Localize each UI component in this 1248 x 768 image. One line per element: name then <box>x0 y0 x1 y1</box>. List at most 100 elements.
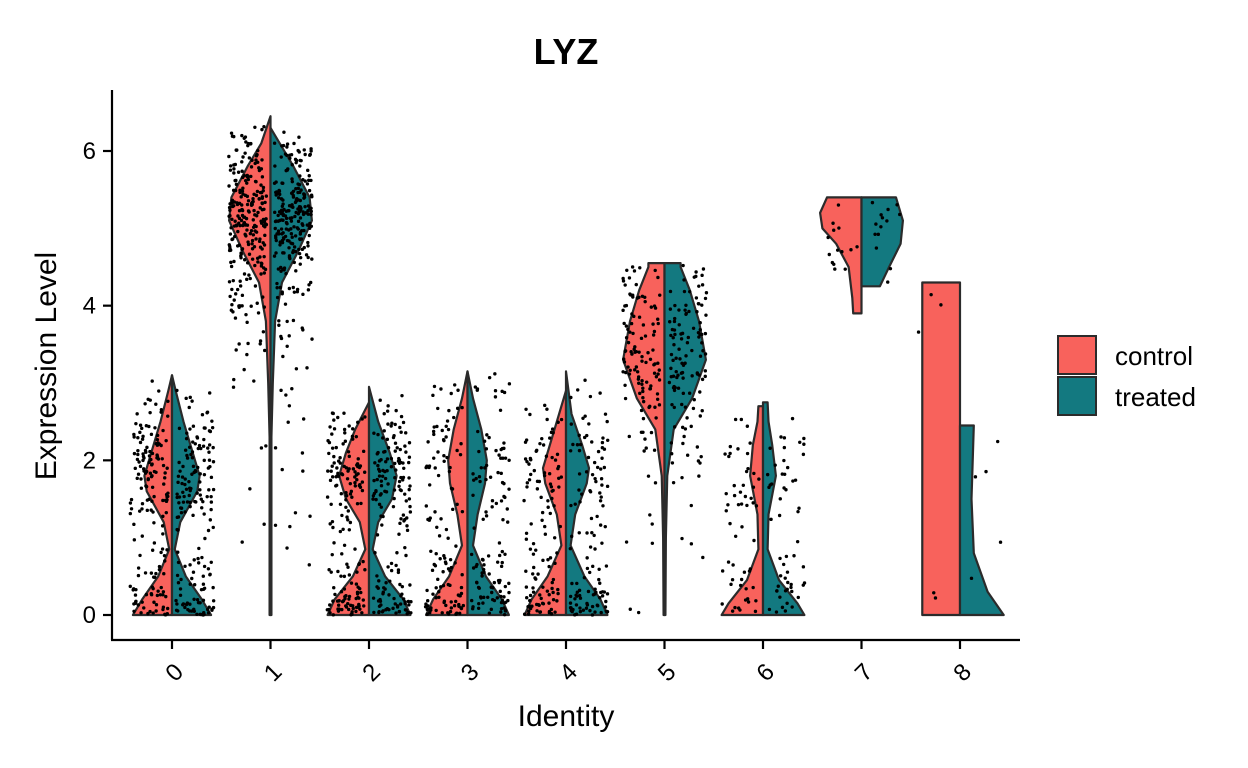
data-point <box>546 499 550 503</box>
data-point <box>545 417 549 422</box>
data-point <box>358 607 362 611</box>
data-point <box>685 340 690 345</box>
data-point <box>164 594 168 599</box>
data-point <box>557 476 561 480</box>
data-point <box>599 467 603 471</box>
data-point <box>383 476 388 481</box>
data-point <box>522 612 527 616</box>
data-point <box>540 518 544 523</box>
data-point <box>344 498 348 502</box>
data-point <box>432 384 437 389</box>
data-point <box>568 449 573 453</box>
data-point <box>588 608 592 613</box>
data-point <box>694 270 698 274</box>
data-point <box>451 507 455 512</box>
data-point <box>228 208 232 212</box>
data-point <box>236 214 240 218</box>
violin-treated-3 <box>466 370 510 617</box>
data-point <box>744 587 748 591</box>
data-point <box>550 455 554 460</box>
data-point <box>287 404 292 408</box>
data-point <box>175 492 179 496</box>
data-point <box>585 566 590 571</box>
data-point <box>792 554 796 558</box>
data-point <box>873 232 877 236</box>
data-point <box>179 577 183 582</box>
data-point <box>281 181 285 186</box>
data-point <box>208 518 213 522</box>
data-point <box>140 534 144 538</box>
data-point <box>669 366 673 371</box>
data-point <box>247 252 252 256</box>
data-point <box>377 579 381 583</box>
data-point <box>599 477 604 481</box>
data-point <box>425 599 430 603</box>
data-point <box>452 415 456 420</box>
data-point <box>437 595 441 599</box>
data-point <box>648 513 652 517</box>
data-point <box>158 593 163 597</box>
data-point <box>193 499 197 504</box>
data-point <box>228 294 232 299</box>
data-point <box>795 539 800 544</box>
data-point <box>738 608 742 612</box>
data-point <box>657 368 661 372</box>
data-point <box>342 574 347 579</box>
data-point <box>253 284 258 288</box>
data-point <box>325 495 330 499</box>
data-point <box>477 449 481 454</box>
data-point <box>497 541 502 545</box>
data-point <box>602 465 607 470</box>
data-point <box>657 378 662 382</box>
data-point <box>540 436 544 441</box>
data-point <box>165 548 169 552</box>
data-point <box>198 472 202 476</box>
violin-control-7 <box>819 196 863 315</box>
data-point <box>342 464 346 469</box>
data-point <box>159 410 163 414</box>
data-point <box>802 436 806 441</box>
data-point <box>739 417 744 422</box>
data-point <box>253 213 257 217</box>
data-point <box>407 487 411 492</box>
data-point <box>570 581 574 586</box>
data-point <box>489 607 494 612</box>
data-point <box>154 603 159 607</box>
data-point <box>575 590 580 594</box>
data-point <box>535 487 540 491</box>
data-point <box>447 408 451 413</box>
data-point <box>742 570 747 574</box>
data-point <box>354 582 359 586</box>
data-point <box>542 471 547 475</box>
data-point <box>148 398 152 402</box>
data-point <box>295 196 299 201</box>
violin-control-0 <box>131 374 174 617</box>
data-point <box>133 593 138 597</box>
data-point <box>147 424 151 429</box>
data-point <box>195 612 199 617</box>
data-point <box>149 432 154 437</box>
data-point <box>673 385 677 390</box>
data-point <box>262 348 267 353</box>
x-axis-label: Identity <box>518 700 615 733</box>
data-point <box>397 484 401 488</box>
data-point <box>284 209 289 213</box>
data-point <box>280 467 284 472</box>
data-point <box>435 424 439 429</box>
data-point <box>472 526 476 530</box>
data-point <box>136 436 140 440</box>
data-point <box>670 461 675 465</box>
data-point <box>392 496 396 501</box>
data-point <box>242 272 247 276</box>
data-point <box>403 517 407 522</box>
data-point <box>886 280 890 284</box>
data-point <box>342 411 346 415</box>
data-point <box>202 512 206 516</box>
data-point <box>494 501 499 506</box>
data-point <box>166 414 170 418</box>
data-point <box>183 605 187 610</box>
data-point <box>785 587 789 591</box>
data-point <box>248 231 253 236</box>
data-point <box>447 469 452 474</box>
data-point <box>793 478 798 482</box>
